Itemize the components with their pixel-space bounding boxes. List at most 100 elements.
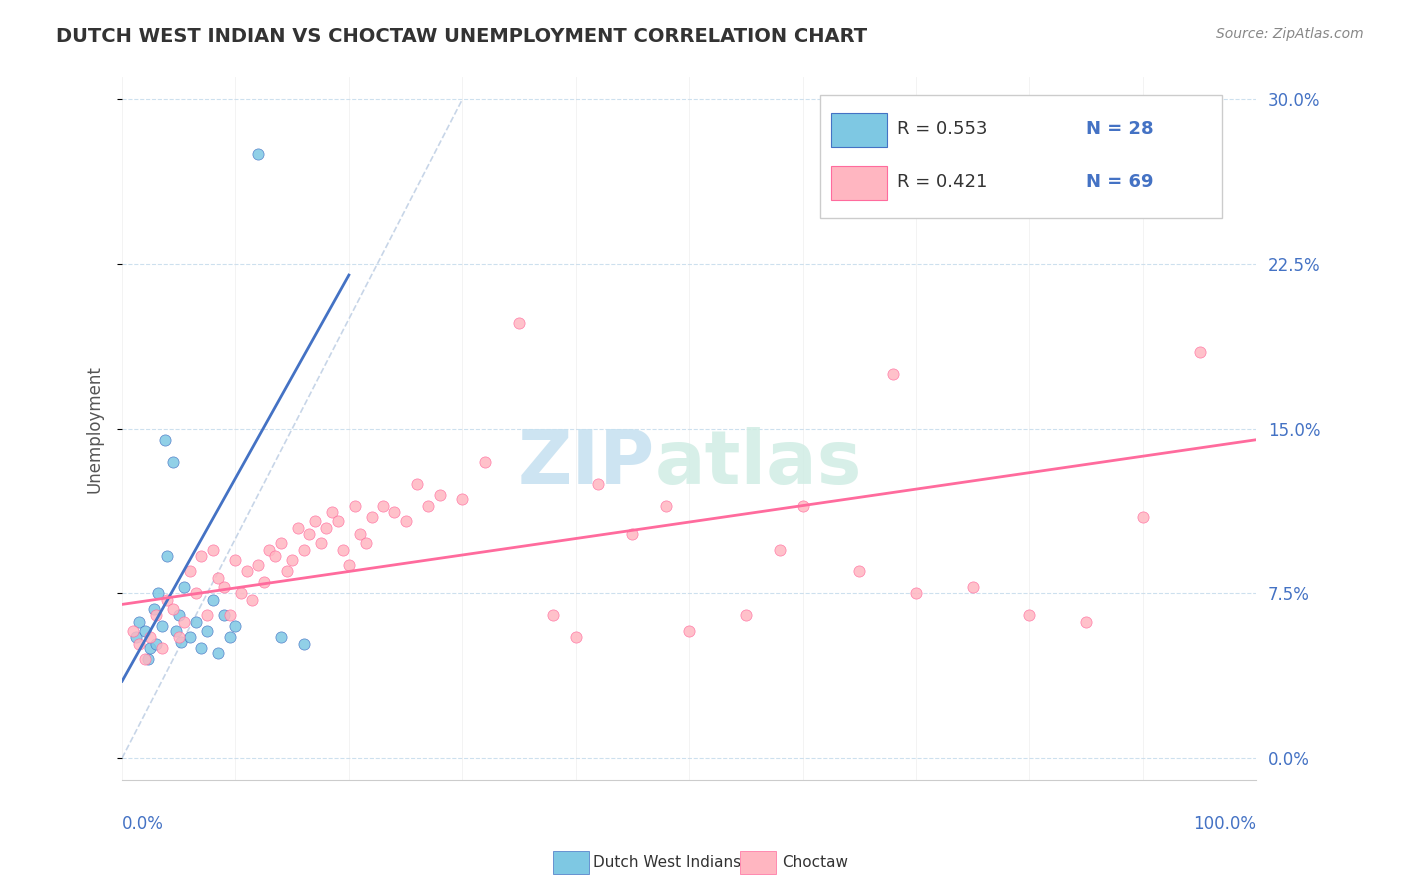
Point <box>167 631 190 645</box>
Text: Source: ZipAtlas.com: Source: ZipAtlas.com <box>1216 27 1364 41</box>
Point <box>124 631 146 645</box>
Point <box>218 608 240 623</box>
Point <box>184 586 207 600</box>
Point <box>474 455 496 469</box>
Text: ZIP: ZIP <box>517 427 655 500</box>
Point <box>166 624 188 638</box>
Point <box>292 542 315 557</box>
Text: Dutch West Indians: Dutch West Indians <box>593 855 741 870</box>
Point <box>212 580 235 594</box>
Point <box>201 593 224 607</box>
Text: 0.0%: 0.0% <box>122 815 165 833</box>
Point <box>224 619 246 633</box>
Text: N = 28: N = 28 <box>1087 120 1154 137</box>
Point <box>429 488 451 502</box>
Point <box>270 631 292 645</box>
Point <box>1076 615 1098 629</box>
Text: R = 0.421: R = 0.421 <box>897 173 987 191</box>
Point <box>337 558 360 572</box>
Point <box>655 499 678 513</box>
Point <box>128 637 150 651</box>
Point <box>418 499 440 513</box>
Point <box>769 542 792 557</box>
Point <box>145 637 167 651</box>
Point <box>247 147 270 161</box>
Point <box>218 631 240 645</box>
Point <box>201 542 224 557</box>
Point <box>142 602 165 616</box>
Point <box>207 571 229 585</box>
Point <box>332 542 354 557</box>
Point <box>326 514 349 528</box>
Point <box>184 615 207 629</box>
Point <box>382 505 405 519</box>
Point <box>882 367 904 381</box>
Point <box>678 624 700 638</box>
Point <box>150 641 173 656</box>
Point <box>792 499 814 513</box>
FancyBboxPatch shape <box>831 166 887 201</box>
Point <box>139 631 162 645</box>
Point <box>270 536 292 550</box>
Point <box>1018 608 1040 623</box>
Point <box>139 641 162 656</box>
Text: DUTCH WEST INDIAN VS CHOCTAW UNEMPLOYMENT CORRELATION CHART: DUTCH WEST INDIAN VS CHOCTAW UNEMPLOYMEN… <box>56 27 868 45</box>
Text: atlas: atlas <box>655 427 862 500</box>
Y-axis label: Unemployment: Unemployment <box>86 365 103 492</box>
Point <box>354 536 377 550</box>
Point <box>162 455 184 469</box>
Point <box>962 580 984 594</box>
Point <box>848 565 870 579</box>
Point <box>136 652 159 666</box>
Point <box>588 476 610 491</box>
Point <box>153 433 176 447</box>
Text: R = 0.553: R = 0.553 <box>897 120 987 137</box>
Point <box>315 520 337 534</box>
Point <box>231 586 253 600</box>
Point <box>298 527 321 541</box>
Point <box>343 499 366 513</box>
Point <box>173 580 195 594</box>
Point <box>904 586 927 600</box>
Point <box>276 565 298 579</box>
Point <box>190 641 212 656</box>
Text: N = 69: N = 69 <box>1087 173 1154 191</box>
Point <box>134 624 156 638</box>
Point <box>167 608 190 623</box>
Point <box>148 586 170 600</box>
Point <box>394 514 416 528</box>
Point <box>145 608 167 623</box>
Point <box>173 615 195 629</box>
Text: Choctaw: Choctaw <box>782 855 848 870</box>
Point <box>371 499 394 513</box>
Point <box>156 593 179 607</box>
Point <box>734 608 756 623</box>
Point <box>564 631 586 645</box>
Point <box>292 637 315 651</box>
Text: 100.0%: 100.0% <box>1194 815 1257 833</box>
Point <box>1188 345 1211 359</box>
Point <box>122 624 145 638</box>
Point <box>195 624 218 638</box>
Point <box>128 615 150 629</box>
Point <box>212 608 235 623</box>
Point <box>224 553 246 567</box>
Point <box>190 549 212 563</box>
Point <box>287 520 309 534</box>
Point <box>360 509 382 524</box>
Point <box>195 608 218 623</box>
Point <box>264 549 287 563</box>
FancyBboxPatch shape <box>820 95 1222 218</box>
Point <box>150 619 173 633</box>
Point <box>247 558 270 572</box>
Point <box>1132 509 1154 524</box>
Point <box>321 505 343 519</box>
Point <box>207 646 229 660</box>
Point <box>309 536 332 550</box>
Point <box>259 542 281 557</box>
Point <box>349 527 371 541</box>
Point <box>406 476 429 491</box>
Point <box>170 634 193 648</box>
Point <box>253 575 276 590</box>
Point <box>541 608 564 623</box>
